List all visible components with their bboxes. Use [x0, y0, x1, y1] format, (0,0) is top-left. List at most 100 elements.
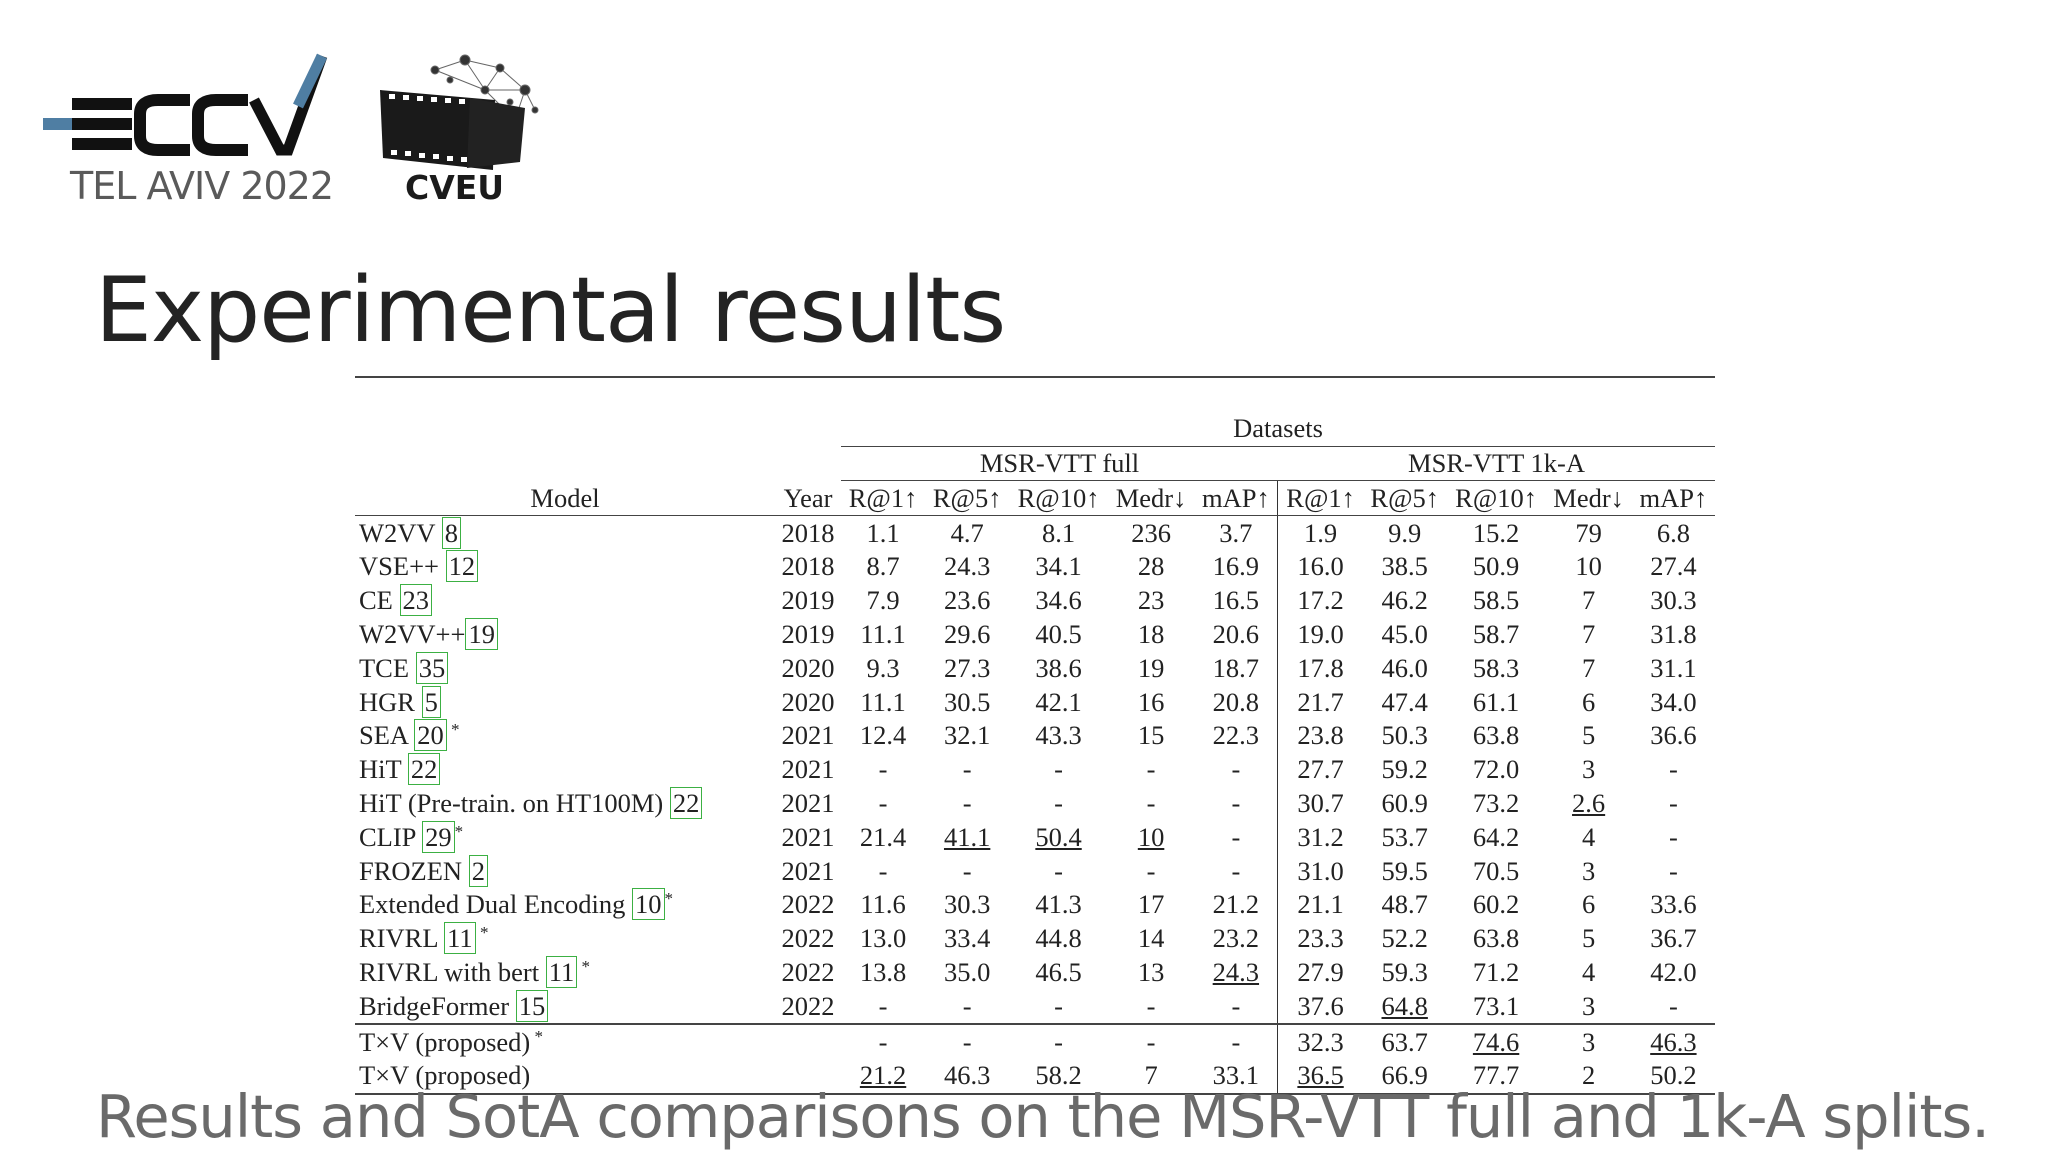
value-cell: 2.6 — [1572, 787, 1606, 818]
table-row: RIVRL 11 * 2022 13.0 33.4 44.8 14 23.2 23.3 52.2… — [355, 921, 1715, 956]
value-cell: 3 — [1545, 1023, 1632, 1059]
value-cell: 24.3 — [1212, 956, 1260, 987]
citation-link[interactable]: 35 — [415, 651, 449, 684]
value-cell: 3 — [1581, 855, 1596, 886]
value-cell: 64.2 — [1472, 821, 1520, 852]
value-cell: 58.5 — [1472, 585, 1520, 616]
table-row: RIVRL with bert 11 * 2022 13.8 35.0 46.5 13 24… — [355, 955, 1715, 990]
model-cell: HiT 22 — [355, 753, 775, 787]
model-cell: VSE++ 12 — [355, 550, 775, 584]
model-name: HiT — [359, 754, 408, 785]
citation-link[interactable]: 5 — [421, 685, 441, 718]
value-cell: 7 — [1581, 585, 1596, 616]
asterisk-note: * — [577, 956, 591, 976]
citation-link[interactable]: 23 — [399, 584, 432, 617]
table-row: W2VV++ 19 2019 11.1 29.6 40.5 18 20.6 19.0 45.0 58… — [355, 617, 1715, 652]
value-cell: 17.2 — [1277, 583, 1363, 618]
value-cell: 71.2 — [1472, 956, 1520, 987]
asterisk-note: * — [475, 923, 489, 943]
value-cell: - — [1231, 990, 1241, 1021]
value-cell: 21.2 — [841, 1058, 926, 1095]
table-row: BridgeFormer 15 2022- - - - -37.6 64.8 73.1 3- — [355, 989, 1715, 1025]
value-cell: 37.6 — [1277, 989, 1363, 1025]
value-cell: 27.4 — [1650, 551, 1697, 582]
value-cell: - — [878, 754, 888, 785]
value-cell: 6 — [1581, 686, 1596, 717]
value-cell: 46.3 — [1631, 1023, 1715, 1059]
model-name: FROZEN — [359, 855, 469, 886]
value-cell: 29.6 — [943, 618, 991, 649]
model-name: T×V (proposed) — [359, 1026, 531, 1057]
value-cell: - — [1054, 754, 1063, 785]
value-cell: 14 — [1137, 923, 1165, 954]
year-cell: 2021 — [781, 855, 835, 886]
value-cell: 16.0 — [1277, 549, 1363, 584]
value-cell: - — [1668, 990, 1678, 1021]
citation-link[interactable]: 11 — [545, 955, 578, 988]
film-strip-network-icon — [380, 54, 539, 170]
citation-link[interactable]: 19 — [465, 617, 498, 650]
value-cell: 31.8 — [1650, 618, 1697, 649]
slide-caption: Results and SotA comparisons on the MSR-… — [96, 1082, 1990, 1151]
value-cell: 31.2 — [1277, 820, 1363, 855]
value-cell: 77.7 — [1446, 1058, 1546, 1095]
value-cell: 34.0 — [1650, 686, 1697, 717]
value-cell: 17.8 — [1277, 651, 1363, 686]
value-cell: - — [1194, 1023, 1278, 1059]
citation-link[interactable]: 12 — [445, 550, 479, 583]
value-cell: 50.9 — [1472, 551, 1520, 582]
value-cell: 10 — [1575, 551, 1602, 582]
citation-link[interactable]: 8 — [441, 516, 461, 549]
citation-link[interactable]: 22 — [407, 753, 441, 786]
value-cell: 70.5 — [1472, 855, 1520, 886]
table-row: HiT 22 2021- - - - -27.7 59.2 72.0 3- — [355, 752, 1715, 787]
value-cell: 46.2 — [1381, 585, 1428, 616]
value-cell: 5 — [1581, 923, 1596, 954]
citation-link[interactable]: 2 — [468, 854, 488, 887]
value-cell: 30.3 — [1650, 585, 1697, 616]
value-cell: 3 — [1581, 754, 1596, 785]
value-cell: 30.7 — [1277, 786, 1363, 821]
citation-link[interactable]: 29 — [422, 820, 455, 853]
value-cell: 20.8 — [1212, 686, 1260, 717]
model-name: W2VV — [359, 517, 442, 548]
col-header-metric: Medr↓ — [1545, 480, 1632, 517]
value-cell: 13.0 — [859, 923, 907, 954]
model-cell: TCE 35 — [355, 651, 775, 685]
col-header-model: Model — [355, 480, 775, 517]
value-cell: 16.5 — [1212, 585, 1260, 616]
value-cell: 63.8 — [1472, 923, 1520, 954]
citation-link[interactable]: 15 — [515, 989, 549, 1022]
table-row: FROZEN 2 2021- - - - -31.0 59.5 70.5 3- — [355, 854, 1715, 888]
value-cell: 16.9 — [1212, 551, 1260, 582]
value-cell: 60.9 — [1381, 787, 1428, 818]
value-cell: - — [1107, 1023, 1195, 1059]
model-name: VSE++ — [359, 551, 446, 582]
citation-link[interactable]: 20 — [414, 719, 447, 752]
table-row: W2VV 8 2018 1.1 4.7 8.1 236 3.7 1.9 9.9 15.2 79 6.8 — [355, 515, 1715, 550]
value-cell: 36.7 — [1650, 923, 1697, 954]
value-cell: 33.4 — [943, 923, 991, 954]
model-name: T×V (proposed) — [359, 1060, 531, 1091]
citation-link[interactable]: 22 — [669, 786, 703, 819]
value-cell: 18 — [1137, 618, 1165, 649]
citation-link[interactable]: 10 — [632, 888, 665, 921]
value-cell: - — [878, 990, 888, 1021]
model-name: CE — [359, 585, 400, 616]
year-cell: 2020 — [781, 686, 835, 717]
value-cell: 23 — [1137, 585, 1165, 616]
citation-link[interactable]: 11 — [444, 922, 476, 955]
value-cell: 7 — [1581, 618, 1596, 649]
value-cell: 4 — [1581, 956, 1596, 987]
year-cell: 2021 — [781, 787, 835, 818]
value-cell: 11.1 — [860, 686, 906, 717]
col-header-metric: R@5↑ — [1362, 480, 1447, 517]
value-cell: 46.3 — [925, 1058, 1010, 1095]
model-name: SEA — [359, 720, 415, 751]
eccv-subtitle: TEL AVIV 2022 — [70, 164, 334, 208]
value-cell: - — [1146, 754, 1156, 785]
results-table-wrap: Datasets MSR-VTT full MSR-VTT 1k-A Model… — [355, 376, 1715, 1095]
value-cell: 31.1 — [1650, 652, 1697, 683]
value-cell: - — [1231, 821, 1241, 852]
value-cell: 23.3 — [1277, 921, 1363, 956]
